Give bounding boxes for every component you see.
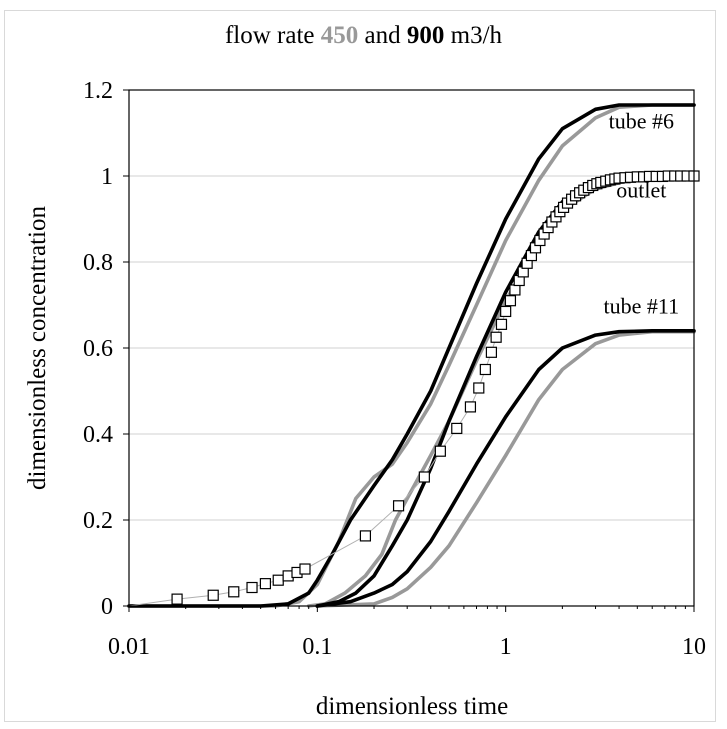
data-marker [495,318,508,330]
x-tick-label: 1 [500,634,512,660]
curve-label: tube #6 [609,109,674,134]
title-prefix: flow rate [224,22,315,49]
title-joiner: and [364,22,401,49]
y-tick-label: 0.2 [83,508,113,534]
data-marker [464,401,477,413]
data-marker [504,295,517,307]
y-tick-label: 0.6 [83,336,113,362]
grid-lines [129,175,694,521]
curve-labels: tube #6 outlet tube #11 [604,109,680,319]
data-marker [207,589,219,601]
y-tick-label: 0 [101,594,113,620]
curve-tube-6-900 [127,103,696,608]
chart-title: flow rate 450 and 900 m3/h [0,22,727,50]
data-connector-line [128,175,694,607]
curve-tube-11-900 [315,329,696,608]
title-unit: m3/h [450,22,503,49]
data-marker [272,574,284,586]
data-marker [509,284,521,296]
x-axis: 0.01 0.1 1 10 [108,606,706,660]
data-marker [392,500,405,512]
curve-label: tube #11 [604,294,680,319]
curve-tube-11-450 [315,329,696,608]
y-axis-label: dimensionless concentration [24,206,51,490]
data-marker [473,382,485,394]
y-tick-label: 1 [101,164,113,190]
x-tick-label: 0.01 [108,634,150,660]
data-marker [246,581,258,594]
title-value-900: 900 [406,22,445,49]
data-marker [490,331,502,343]
curve-label: outlet [616,178,666,203]
data-markers [128,170,700,607]
data-marker [171,593,183,605]
y-tick-label: 0.8 [83,250,113,276]
data-marker [299,563,311,575]
data-marker [228,586,240,598]
curve-tube-6-450 [127,103,696,608]
data-marker [479,363,491,376]
data-marker [485,346,498,358]
data-marker [434,445,446,457]
x-tick-label: 0.1 [302,634,332,660]
data-marker [418,471,430,483]
data-marker [359,530,372,542]
data-marker [451,422,463,435]
title-value-450: 450 [320,22,359,49]
x-tick-label: 10 [682,634,706,660]
y-tick-label: 1.2 [83,78,113,104]
data-marker [259,578,272,590]
y-axis: 0 0.2 0.4 0.6 0.8 1 1.2 [83,78,129,620]
data-marker [500,305,512,318]
y-tick-label: 0.4 [83,422,113,448]
x-axis-label: dimensionless time [316,693,508,720]
